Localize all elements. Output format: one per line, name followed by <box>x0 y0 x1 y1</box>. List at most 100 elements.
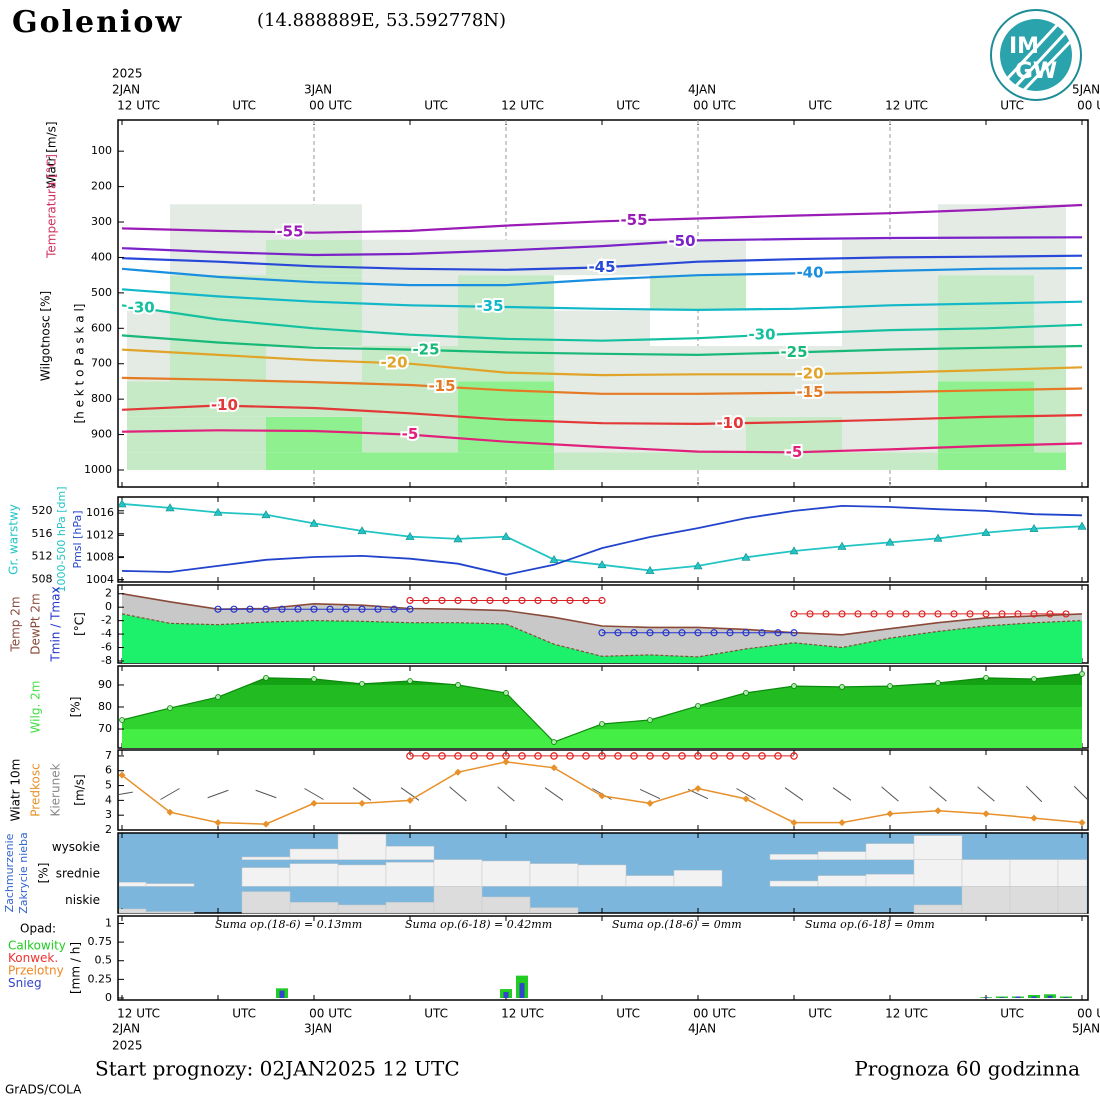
marker <box>309 518 319 527</box>
y-tick-label: 1012 <box>86 528 114 541</box>
isotherm-label: -20 <box>380 354 407 372</box>
speed-marker <box>934 807 942 815</box>
humidity-cell <box>362 310 458 347</box>
axis-label: Temp 2m <box>9 596 23 652</box>
cloud-bar <box>625 875 675 887</box>
y-tick-label: -6 <box>101 641 112 654</box>
wind-direction <box>736 788 756 800</box>
isotherm-label: -25 <box>412 341 439 359</box>
cloud-bar <box>433 886 483 914</box>
axis-label: 1000-500 hPa [dm] <box>55 486 68 592</box>
period-marker <box>774 629 782 637</box>
time-label: 00 UTC <box>693 99 736 113</box>
marker <box>885 537 895 546</box>
time-label: UTC <box>808 99 832 113</box>
period-marker <box>262 605 270 613</box>
marker <box>933 533 943 542</box>
marker <box>501 532 511 540</box>
humidity-cell <box>458 275 554 311</box>
humidity-cell <box>170 346 266 382</box>
precip-bar <box>1047 995 1053 998</box>
y-tick-label: 2 <box>105 823 112 836</box>
isotherm-label: -55 <box>620 211 647 229</box>
cloud-plot <box>119 834 1087 914</box>
isotherm-label: -50 <box>668 232 695 250</box>
time-label: 12 UTC <box>117 1007 160 1021</box>
axis-label: [mm / h] <box>69 942 83 994</box>
period-marker <box>742 629 750 637</box>
cloud-bar <box>769 854 819 860</box>
humidity-cell <box>554 452 650 470</box>
y-tick-label: 4 <box>105 793 112 806</box>
marker <box>453 534 463 543</box>
cloud-bar <box>1009 859 1059 887</box>
cloud-bar <box>913 859 963 887</box>
period-marker <box>662 629 670 637</box>
time-label: UTC <box>424 1007 448 1021</box>
logo-text: GW <box>1015 59 1057 84</box>
time-label: 12 UTC <box>117 99 160 113</box>
axis-label: [%] <box>69 697 83 718</box>
period-marker <box>646 629 654 637</box>
time-label: 12 UTC <box>885 99 928 113</box>
marker <box>981 528 991 536</box>
gust-marker <box>774 752 782 760</box>
wind-direction <box>160 788 180 800</box>
marker <box>837 541 847 550</box>
isotherm-label: -20 <box>796 365 823 383</box>
speed-marker <box>982 810 990 818</box>
panel-frame <box>117 915 1089 1001</box>
time-label: 00 UTC <box>693 1007 736 1021</box>
axis-label: [m/s] <box>73 774 87 805</box>
precip-bar <box>519 983 525 998</box>
precip-bar <box>1063 997 1069 998</box>
marker <box>551 739 557 745</box>
cloud-bar <box>145 911 195 914</box>
humidity-cell <box>170 275 266 311</box>
isotherm <box>121 404 1083 426</box>
y-tick-label: 80 <box>98 700 112 713</box>
humidity-cell <box>842 310 938 347</box>
axis-label: Zakrycie nieba <box>17 832 30 914</box>
humidity-cell <box>458 310 554 347</box>
precip-sum: Suma op.(18-6) = 0mm <box>612 918 742 931</box>
marker <box>407 678 413 684</box>
y-tick-label: 70 <box>98 722 112 735</box>
precip-bar <box>503 992 509 998</box>
time-label: 00 UTC <box>1077 1007 1100 1021</box>
legend-entry: Przelotny <box>8 964 64 978</box>
gust-marker <box>630 752 638 760</box>
gust-marker <box>566 752 574 760</box>
logo-text: IM <box>1009 34 1039 59</box>
period-marker <box>966 610 974 618</box>
isotherm-label: -15 <box>428 377 455 395</box>
cloud-bar <box>913 904 963 914</box>
gust-marker <box>742 752 750 760</box>
humidity-cell <box>650 346 746 382</box>
period-marker <box>630 629 638 637</box>
marker <box>1031 676 1037 682</box>
axis-label: Wiatr [m/s] <box>45 121 59 188</box>
y-tick-label: 1004 <box>86 573 114 586</box>
period-marker <box>614 629 622 637</box>
legend-entry: Snieg <box>8 976 42 990</box>
period-marker <box>278 605 286 613</box>
precip-plot <box>276 975 1072 998</box>
precip-bar <box>983 997 989 998</box>
date-label: 2JAN <box>112 83 140 97</box>
marker <box>119 717 125 723</box>
humidity-cell <box>458 381 554 417</box>
isotherm <box>121 348 1083 377</box>
humidity-cell <box>842 346 938 382</box>
humidity-cell <box>1034 416 1066 453</box>
time-label: 00 UTC <box>309 99 352 113</box>
isotherm <box>121 334 1083 357</box>
humidity-cell <box>938 275 1034 311</box>
period-marker <box>406 596 414 605</box>
speed-marker <box>598 792 606 800</box>
gust-marker <box>470 752 478 760</box>
cloud-layer-label: srednie <box>56 867 100 881</box>
y-tick-label: 6 <box>105 764 112 777</box>
period-marker <box>1030 610 1038 618</box>
